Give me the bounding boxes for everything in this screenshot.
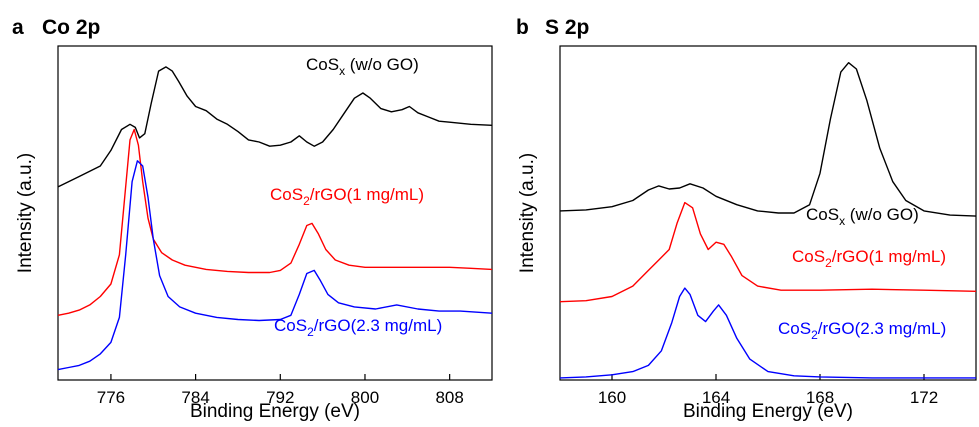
panel-a-series-line-0 (57, 66, 493, 188)
panel-a-xtick-label-776: 776 (97, 388, 125, 407)
panel-a-ylabel: Intensity (a.u.) (15, 153, 36, 273)
panel-a-xticks: 776 784 792 800 808 (97, 374, 464, 407)
panel-b-series-line-2 (559, 287, 976, 379)
panel-a-letter: a (12, 16, 24, 39)
panel-b-letter: b (516, 16, 529, 39)
panel-a-label-cos2-2: CoS2/rGO(2.3 mg/mL) (274, 316, 442, 339)
panel-a-series (57, 66, 493, 371)
panel-b-xtick-label-164: 164 (702, 388, 730, 407)
panel-a-xlabel: Binding Energy (eV) (190, 401, 360, 422)
panel-b-ylabel: Intensity (a.u.) (517, 153, 538, 273)
panel-a-series-line-2 (57, 160, 493, 371)
panel-b-xlabel: Binding Energy (eV) (683, 401, 853, 422)
panel-a: a Co 2p 776 784 792 800 808 Binding Energy (… (12, 16, 493, 422)
panel-a-label-cos2-1: CoS2/rGO(1 mg/mL) (270, 185, 424, 208)
panel-b-series-line-0 (559, 62, 977, 217)
panel-b-title: S 2p (545, 16, 589, 39)
panel-b: b S 2p 160 164 168 172 Binding Energy (eV) … (516, 16, 977, 422)
panel-b-series (559, 62, 977, 379)
panel-a-xtick-label-808: 808 (435, 388, 463, 407)
panel-b-xtick-label-172: 172 (910, 388, 938, 407)
panel-b-series-line-1 (559, 201, 977, 303)
panel-b-label-cos2-1: CoS2/rGO(1 mg/mL) (792, 247, 946, 270)
panel-a-label-cosx: CoSx (w/o GO) (306, 55, 419, 78)
panel-b-xticks: 160 164 168 172 (598, 374, 938, 407)
panel-a-xtick-label-784: 784 (181, 388, 209, 407)
panel-a-title: Co 2p (42, 16, 100, 39)
panel-b-label-cosx: CoSx (w/o GO) (806, 205, 919, 228)
panel-a-plot-frame (57, 45, 493, 381)
panel-b-xtick-label-160: 160 (598, 388, 626, 407)
panel-a-xtick-label-792: 792 (266, 388, 294, 407)
panel-b-xtick-label-168: 168 (806, 388, 834, 407)
panel-b-plot-frame (559, 45, 977, 381)
panel-a-xtick-label-800: 800 (351, 388, 379, 407)
panel-a-series-line-1 (57, 128, 493, 316)
panel-b-label-cos2-2: CoS2/rGO(2.3 mg/mL) (778, 319, 946, 342)
